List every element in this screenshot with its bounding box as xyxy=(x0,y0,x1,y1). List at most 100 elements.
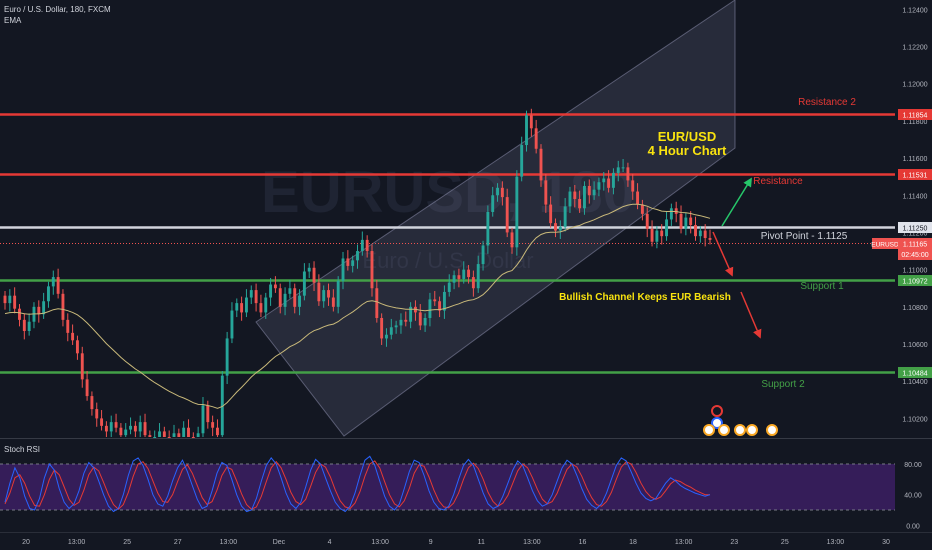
candle-body xyxy=(563,206,567,227)
candle-body xyxy=(71,332,75,341)
candle-body xyxy=(471,277,475,289)
candle-body xyxy=(244,297,248,313)
candle-body xyxy=(708,238,712,240)
resistance-2-label: Resistance 2 xyxy=(798,97,856,108)
event-flag-icon[interactable] xyxy=(703,424,715,436)
candle-body xyxy=(100,418,104,426)
pivot-badge xyxy=(898,222,932,233)
s1-badge xyxy=(898,275,932,286)
candle-body xyxy=(655,230,659,242)
pivot-badge-text: 1.11250 xyxy=(903,226,928,233)
candle-body xyxy=(636,191,640,205)
candle-body xyxy=(312,267,316,283)
candle-body xyxy=(264,297,268,313)
candle-body xyxy=(650,228,654,242)
time-tick-label: 18 xyxy=(629,539,637,546)
candle-body xyxy=(283,293,287,307)
candle-body xyxy=(351,260,355,266)
candle-body xyxy=(138,422,142,432)
candle-body xyxy=(201,405,205,434)
time-tick-label: 25 xyxy=(781,539,789,546)
candle-body xyxy=(394,325,398,328)
candle-body xyxy=(298,295,302,307)
arrow-down-2[interactable] xyxy=(740,291,762,339)
candle-body xyxy=(573,191,577,199)
stoch-band xyxy=(0,464,895,510)
event-icons[interactable] xyxy=(703,405,778,436)
candle-body xyxy=(47,286,50,302)
subtitle-label: Bullish Channel Keeps EUR Bearish xyxy=(559,292,731,303)
event-flag-icon[interactable] xyxy=(746,424,758,436)
candle-body xyxy=(679,213,683,229)
arrow-down-1[interactable] xyxy=(712,231,734,277)
candle-body xyxy=(13,295,17,309)
candle-body xyxy=(109,422,113,432)
candle-body xyxy=(90,396,94,410)
time-axis[interactable]: 20 13:00 25 27 13:00 Dec 4 13:00 9 11 13:00 16 18 13:… xyxy=(22,539,890,546)
stoch-d-line xyxy=(4,460,710,510)
candle-body xyxy=(327,290,330,298)
bullish-channel[interactable] xyxy=(255,0,736,437)
price-axis[interactable]: 1.12400 1.12200 1.12000 1.11800 1.11600 1.114… xyxy=(902,7,927,423)
candle-body xyxy=(554,223,557,231)
event-flag-icon[interactable] xyxy=(734,424,746,436)
time-tick-label: 13:00 xyxy=(523,539,541,546)
resistance-label: Resistance xyxy=(753,176,803,187)
candle-body xyxy=(447,282,451,292)
candle-body xyxy=(375,288,379,318)
candle-body xyxy=(645,213,649,229)
stoch-tick-label: 80.00 xyxy=(904,462,922,469)
price-tick-label: 1.12400 xyxy=(902,7,927,14)
event-flag-icon[interactable] xyxy=(766,424,778,436)
candle-body xyxy=(404,319,408,322)
candle-body xyxy=(539,148,543,181)
candle-body xyxy=(331,297,335,307)
price-tick-label: 1.10800 xyxy=(902,305,927,312)
candle-body xyxy=(409,306,413,322)
time-tick-label: 30 xyxy=(882,539,890,546)
candle-body xyxy=(457,275,461,279)
candle-body xyxy=(660,230,664,237)
candle-body xyxy=(389,327,393,335)
candle-body xyxy=(486,211,490,246)
candle-body xyxy=(626,167,630,181)
price-tick-label: 1.11000 xyxy=(903,268,928,275)
symbol-legend[interactable]: Euro / U.S. Dollar, 180, FXCM xyxy=(4,5,111,14)
candle-body xyxy=(597,182,601,190)
event-flag-icon[interactable] xyxy=(711,405,723,417)
candle-body xyxy=(481,245,485,265)
candle-body xyxy=(153,437,157,438)
stoch-title[interactable]: Stoch RSI xyxy=(4,445,40,454)
time-tick-label: Dec xyxy=(273,539,286,546)
time-tick-label: 13:00 xyxy=(68,539,86,546)
candle-body xyxy=(235,303,239,311)
price-tick-label: 1.11200 xyxy=(903,230,928,237)
candle-body xyxy=(216,427,219,436)
indicator-legend[interactable]: EMA xyxy=(4,16,22,25)
candle-body xyxy=(616,167,620,173)
candle-body xyxy=(360,239,364,252)
time-tick-label: 13:00 xyxy=(675,539,693,546)
event-flag-icon[interactable] xyxy=(711,417,723,429)
stoch-axis[interactable]: 80.00 40.00 0.00 xyxy=(904,462,922,530)
r1-badge xyxy=(898,169,932,180)
arrow-up[interactable] xyxy=(721,177,752,227)
candlestick-series xyxy=(3,108,712,438)
candle-body xyxy=(61,293,65,320)
candle-body xyxy=(172,433,176,437)
candle-body xyxy=(114,422,118,428)
price-tick-label: 1.12000 xyxy=(902,82,927,89)
candle-body xyxy=(399,319,403,326)
candle-body xyxy=(640,204,644,214)
candle-body xyxy=(220,375,224,436)
candle-body xyxy=(162,431,166,437)
candle-body xyxy=(177,433,181,437)
candle-body xyxy=(85,379,89,397)
event-flag-icon[interactable] xyxy=(718,424,730,436)
r2-badge-text: 1.11854 xyxy=(903,113,928,120)
r1-badge-text: 1.11531 xyxy=(903,173,928,180)
candle-body xyxy=(476,264,480,289)
candle-body xyxy=(322,290,326,302)
